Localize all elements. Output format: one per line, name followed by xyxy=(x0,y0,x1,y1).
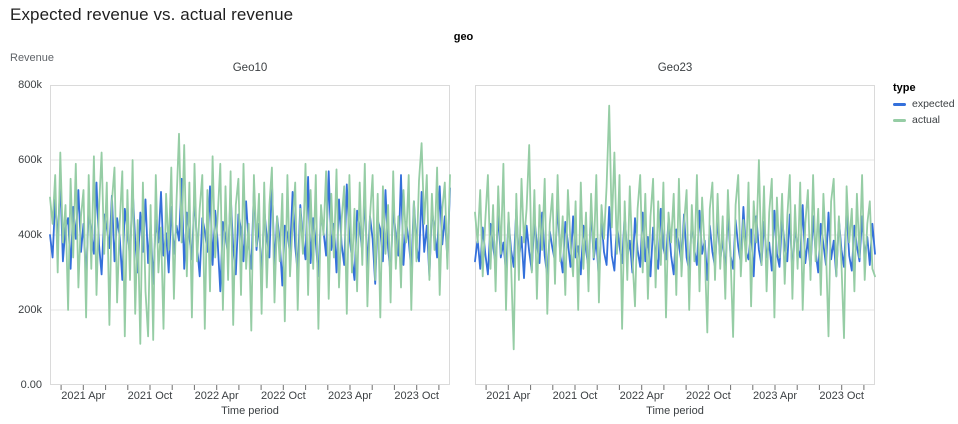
line-chart-plot[interactable] xyxy=(474,85,876,391)
x-tick-label: 2021 Oct xyxy=(552,390,598,402)
y-axis-title: Revenue xyxy=(10,52,55,64)
actual-line-swatch-icon xyxy=(893,118,906,122)
y-tick-label: 600k xyxy=(18,154,42,166)
x-tick-label: 2021 Apr xyxy=(61,390,106,402)
facet-panel-geo10: Geo10 2021 Apr 2021 Oct 2022 Apr 2022 Oct 20… xyxy=(49,60,451,424)
y-tick-label: 200k xyxy=(18,304,42,316)
facet-title: Geo10 xyxy=(232,62,268,74)
line-chart-plot[interactable] xyxy=(49,85,451,391)
y-tick-label: 800k xyxy=(18,79,42,91)
x-tick-label: 2022 Oct xyxy=(261,390,306,402)
x-tick-label: 2021 Oct xyxy=(127,390,173,402)
legend-item-actual[interactable]: actual xyxy=(893,114,955,126)
legend: type expected actual xyxy=(893,82,955,130)
x-axis-title: Time period xyxy=(221,405,279,417)
y-tick-label: 400k xyxy=(18,229,42,241)
x-tick-label: 2023 Apr xyxy=(752,390,798,402)
x-tick-label: 2023 Oct xyxy=(819,390,864,402)
legend-item-label: actual xyxy=(912,114,941,126)
expected-line-swatch-icon xyxy=(893,102,906,106)
chart-title: Expected revenue vs. actual revenue xyxy=(10,5,294,24)
x-tick-label: 2022 Oct xyxy=(686,390,731,402)
y-tick-label: 0.00 xyxy=(20,379,42,391)
x-tick-label: 2023 Oct xyxy=(394,390,439,402)
x-tick-label: 2022 Apr xyxy=(194,390,239,402)
legend-title: type xyxy=(893,82,916,94)
x-tick-label: 2021 Apr xyxy=(486,390,531,402)
legend-item-expected[interactable]: expected xyxy=(893,98,955,110)
facet-field-header: geo xyxy=(453,31,474,43)
legend-item-label: expected xyxy=(912,98,955,110)
facet-title: Geo23 xyxy=(657,62,693,74)
x-tick-label: 2023 Apr xyxy=(327,390,373,402)
y-axis-tick-labels: 800k 600k 400k 200k 0.00 xyxy=(0,0,44,424)
x-tick-label: 2022 Apr xyxy=(619,390,664,402)
x-axis-title: Time period xyxy=(646,405,704,417)
facet-panel-geo23: Geo23 2021 Apr 2021 Oct 2022 Apr 2022 Oct 20… xyxy=(474,60,876,424)
